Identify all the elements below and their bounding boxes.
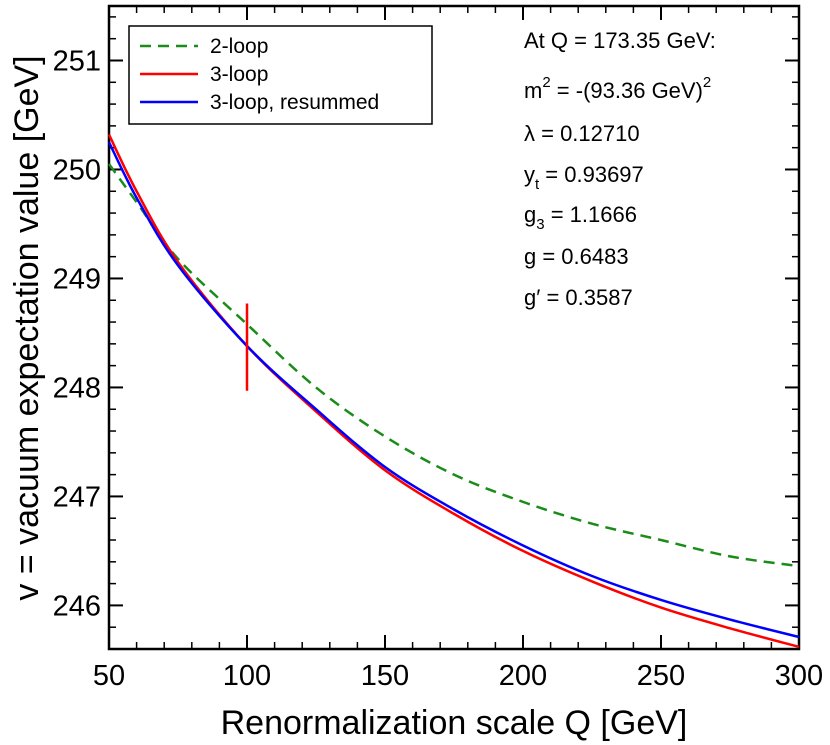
note-g3-base: g: [524, 202, 536, 227]
legend-label-3: 3-loop, resummed: [210, 91, 379, 114]
legend-items: 2-loop 3-loop 3-loop, resummed: [140, 35, 379, 114]
note-header: At Q = 173.35 GeV:: [524, 28, 716, 53]
series-line-2: [107, 134, 800, 649]
x-axis-title: Renormalization scale Q [GeV]: [221, 704, 688, 742]
note-yt-base: y: [524, 162, 535, 187]
x-tick-label: 200: [499, 660, 547, 692]
note-m2-rest: = -(93.36 GeV): [551, 78, 703, 103]
note-m2-sup2: 2: [703, 74, 711, 91]
note-gprime: g′ = 0.3587: [524, 285, 633, 310]
note-g: g = 0.6483: [524, 244, 629, 269]
y-tick-label: 249: [53, 263, 101, 295]
parameter-notes: At Q = 173.35 GeV: m2 = -(93.36 GeV)2 λ …: [524, 28, 716, 310]
axis-tick-labels: 50 100 150 200 250 300 246 247 248 249 250 251: [53, 45, 824, 692]
y-tick-label: 247: [53, 481, 101, 513]
x-tick-label: 250: [637, 660, 685, 692]
y-tick-label: 246: [53, 590, 101, 622]
note-lambda: λ = 0.12710: [524, 121, 640, 146]
note-g3-rest: = 1.1666: [545, 202, 637, 227]
legend: 2-loop 3-loop 3-loop, resummed: [128, 25, 433, 125]
y-tick-label: 251: [53, 45, 101, 77]
axis-ticks: [108, 6, 800, 650]
plot-area: [107, 4, 801, 651]
legend-label-2: 3-loop: [210, 63, 268, 86]
x-tick-label: 150: [361, 660, 409, 692]
note-g3: g3 = 1.1666: [524, 202, 637, 233]
y-axis-title: v = vacuum expectation value [GeV]: [8, 55, 46, 600]
x-tick-label: 50: [93, 660, 125, 692]
series-line-3: [107, 141, 800, 639]
note-yt-sub: t: [535, 176, 540, 193]
note-yt: yt = 0.93697: [524, 162, 644, 193]
series-line-1: [107, 163, 800, 568]
x-tick-label: 300: [775, 660, 823, 692]
note-m2-sup1: 2: [542, 74, 550, 91]
y-tick-label: 250: [53, 154, 101, 186]
note-yt-rest: = 0.93697: [539, 162, 644, 187]
series-layer: [107, 134, 800, 649]
y-tick-label: 248: [53, 372, 101, 404]
note-g3-sub: 3: [536, 216, 544, 233]
note-m2-base: m: [524, 78, 542, 103]
x-tick-label: 100: [223, 660, 271, 692]
plot-frame: [107, 4, 801, 651]
note-m2: m2 = -(93.36 GeV)2: [524, 74, 711, 103]
legend-label-1: 2-loop: [210, 35, 268, 58]
